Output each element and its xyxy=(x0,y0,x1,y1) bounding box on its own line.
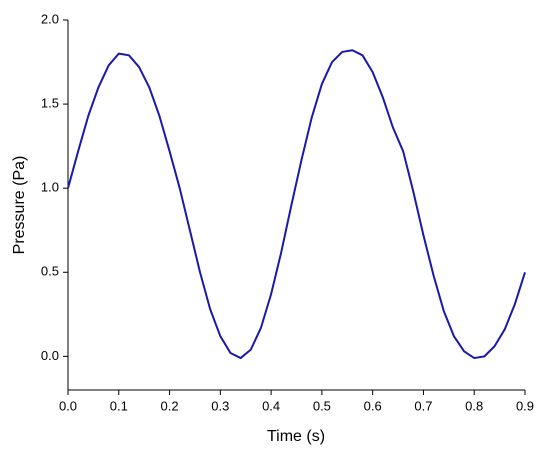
x-tick-label: 0.8 xyxy=(465,398,483,413)
y-tick-label: 0.0 xyxy=(41,348,59,363)
x-tick-label: 0.7 xyxy=(414,398,432,413)
x-tick-label: 0.1 xyxy=(110,398,128,413)
x-tick-label: 0.0 xyxy=(59,398,77,413)
y-tick-label: 1.0 xyxy=(41,180,59,195)
y-tick-label: 0.5 xyxy=(41,264,59,279)
x-tick-label: 0.6 xyxy=(364,398,382,413)
y-tick-label: 2.0 xyxy=(41,11,59,26)
y-axis-title: Pressure (Pa) xyxy=(11,156,28,255)
x-tick-label: 0.9 xyxy=(516,398,534,413)
x-tick-label: 0.2 xyxy=(161,398,179,413)
x-axis-title: Time (s) xyxy=(267,428,325,445)
line-series xyxy=(67,49,526,360)
x-tick-label: 0.3 xyxy=(211,398,229,413)
x-tick-label: 0.4 xyxy=(262,398,280,413)
y-tick-label: 1.5 xyxy=(41,96,59,111)
x-tick-label: 0.5 xyxy=(313,398,331,413)
